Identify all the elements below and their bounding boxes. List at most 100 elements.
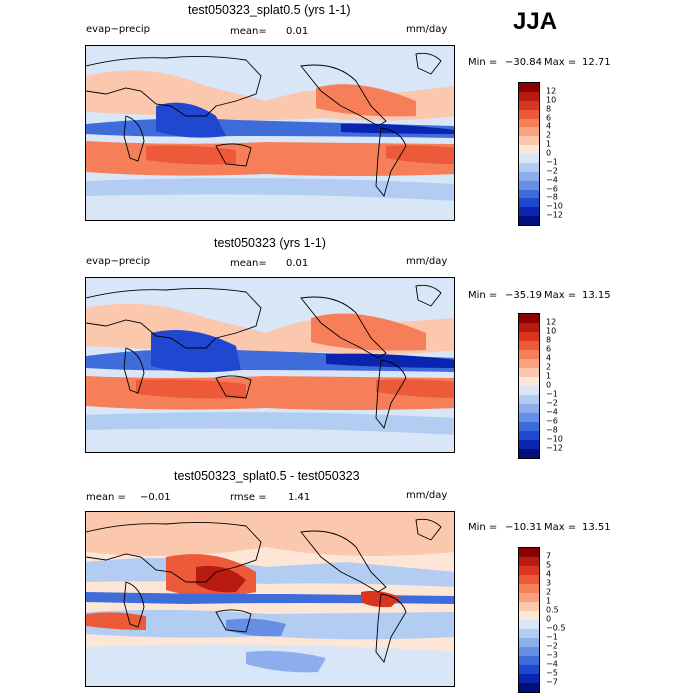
panel3-colorbar [518,547,540,693]
colorbar-tick-label: 1 [546,371,552,381]
colorbar-swatch [519,584,539,593]
panel3-min-value: −10.31 [505,522,543,533]
colorbar-swatch [519,162,539,172]
panel1-mean-label: mean= [230,26,267,37]
colorbar-swatch [519,207,539,217]
colorbar-tick-label: −1 [546,389,558,399]
panel1-title: test050323_splat0.5 (yrs 1-1) [188,3,351,17]
colorbar-swatch [519,656,539,665]
colorbar-tick-label: −4 [546,407,558,417]
colorbar-swatch [519,171,539,181]
colorbar-swatch [519,665,539,674]
colorbar-swatch [519,314,539,323]
panel2-min-value: −35.19 [505,290,543,301]
colorbar-swatch [519,602,539,611]
panel1-min-value: −30.84 [505,57,543,68]
panel3-map [85,511,455,687]
colorbar-tick-label: −12 [546,443,563,453]
colorbar-tick-label: 4 [546,121,552,131]
colorbar-swatch [519,413,539,422]
panel3-rmse-label: rmse = [230,492,267,503]
panel2-units: mm/day [406,256,448,267]
panel1-max-value: 12.71 [582,57,611,68]
colorbar-swatch [519,198,539,208]
colorbar-swatch [519,548,539,557]
panel1-map-field [86,46,454,220]
colorbar-tick-label: 7 [546,551,552,561]
colorbar-swatch [519,620,539,629]
colorbar-swatch [519,386,539,395]
panel1-units: mm/day [406,24,448,35]
season-title: JJA [513,8,558,35]
colorbar-tick-label: 6 [546,113,552,122]
colorbar-swatch [519,127,539,137]
panel1-map [85,45,455,221]
colorbar-swatch [519,189,539,199]
colorbar-tick-label: 4 [546,353,552,363]
colorbar-swatch [519,422,539,431]
colorbar-swatch [519,683,539,692]
colorbar-swatch [519,154,539,163]
panel2-map [85,277,455,453]
colorbar-tick-label: −5 [546,668,558,678]
panel3-units: mm/day [406,490,448,501]
colorbar-tick-label: 2 [546,587,552,597]
panel3-title: test050323_splat0.5 - test050323 [174,469,360,483]
colorbar-swatch [519,359,539,368]
panel3-mean-value: −0.01 [140,492,171,503]
colorbar-swatch [519,83,539,92]
colorbar-tick-label: 12 [546,317,557,327]
panel2-min-label: Min = [468,290,498,301]
colorbar-tick-label: 5 [546,560,552,570]
colorbar-swatch [519,395,539,404]
colorbar-swatch [519,136,539,146]
colorbar-tick-label: 0 [546,614,552,624]
colorbar-swatch [519,368,539,377]
colorbar-tick-label: 0.5 [546,605,559,615]
panel3-min-label: Min = [468,522,498,533]
colorbar-tick-label: −3 [546,650,558,660]
colorbar-swatch [519,216,539,225]
colorbar-tick-label: −10 [546,434,563,444]
colorbar-tick-label: 6 [546,344,552,354]
panel1-max-label: Max = [544,57,577,68]
colorbar-tick-label: 10 [546,326,557,336]
panel3-max-value: 13.51 [582,522,611,533]
colorbar-swatch [519,145,539,154]
colorbar-tick-label: 0 [546,148,552,158]
panel1-colorbar [518,82,540,226]
colorbar-tick-label: −2 [546,641,558,651]
panel2-map-field [86,278,454,452]
colorbar-tick-label: 4 [546,569,552,579]
colorbar-tick-label: −4 [546,659,558,669]
panel2-mean-label: mean= [230,258,267,269]
colorbar-swatch [519,674,539,683]
colorbar-tick-label: 3 [546,578,552,588]
panel2-colorbar [518,313,540,459]
colorbar-tick-label: −0.5 [546,623,566,633]
colorbar-swatch [519,180,539,190]
colorbar-swatch [519,593,539,602]
colorbar-swatch [519,440,539,449]
colorbar-tick-label: 0 [546,380,552,390]
colorbar-tick-label: −8 [546,192,558,202]
colorbar-tick-label: −1 [546,157,558,167]
colorbar-swatch [519,332,539,341]
colorbar-swatch [519,449,539,458]
colorbar-swatch [519,118,539,128]
panel3-mean-label: mean = [86,492,126,503]
colorbar-tick-label: −10 [546,201,563,211]
panel1-variable-label: evap−precip [86,24,150,35]
colorbar-tick-label: 2 [546,130,552,140]
colorbar-swatch [519,647,539,656]
panel3-map-field [86,512,454,686]
colorbar-tick-label: −6 [546,184,558,193]
colorbar-swatch [519,575,539,584]
panel2-variable-label: evap−precip [86,256,150,267]
panel2-mean-value: 0.01 [286,258,309,269]
colorbar-swatch [519,431,539,440]
colorbar-swatch [519,629,539,638]
colorbar-swatch [519,350,539,359]
colorbar-swatch [519,611,539,620]
colorbar-swatch [519,100,539,110]
